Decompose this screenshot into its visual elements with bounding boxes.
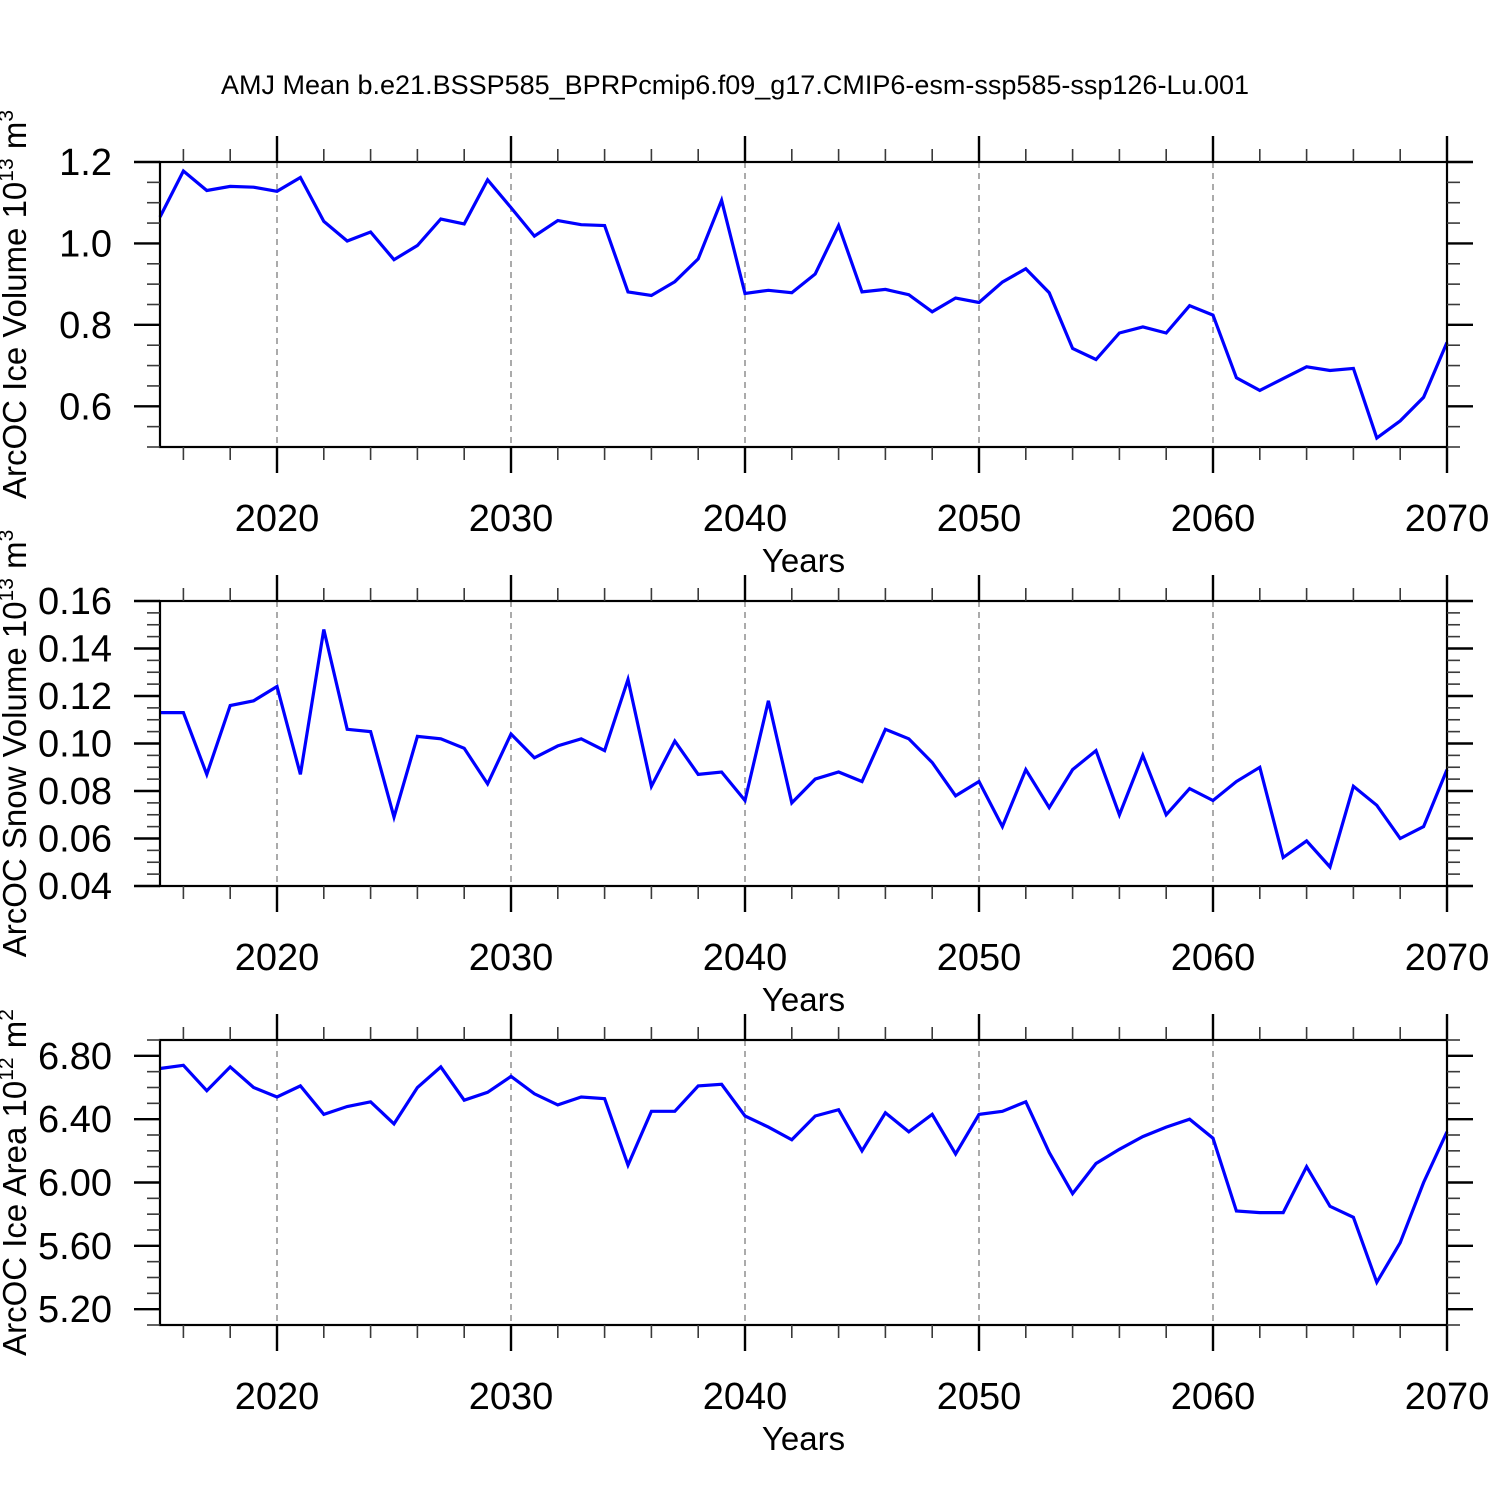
panel-border xyxy=(158,1038,1449,1327)
y-tick-label: 1.2 xyxy=(59,142,112,184)
y-tick-label: 6.00 xyxy=(38,1163,112,1205)
x-tick-label: 2020 xyxy=(235,498,320,540)
panel-border xyxy=(158,599,1449,888)
snow-volume-y-axis-title: ArcOC Snow Volume 1013 m3 xyxy=(0,530,33,958)
x-tick-label: 2040 xyxy=(703,1376,788,1418)
x-tick-label: 2060 xyxy=(1171,937,1256,979)
y-tick-label: 0.08 xyxy=(38,771,112,813)
x-tick-label: 2070 xyxy=(1405,498,1490,540)
x-tick-label: 2070 xyxy=(1405,1376,1490,1418)
y-tick-label: 0.12 xyxy=(38,676,112,718)
x-tick-label: 2050 xyxy=(937,1376,1022,1418)
figure-title: AMJ Mean b.e21.BSSP585_BPRPcmip6.f09_g17… xyxy=(220,70,1250,100)
x-axis-title: Years xyxy=(762,981,845,1018)
y-tick-label: 6.40 xyxy=(38,1099,112,1141)
y-tick-label: 6.80 xyxy=(38,1036,112,1078)
y-tick-label: 5.60 xyxy=(38,1226,112,1268)
snow-volume-panel: 2020 2030 2040 2050 2060 2070 0.04 0.06 0.08 0.10… xyxy=(0,530,1489,1018)
x-tick-label: 2030 xyxy=(469,937,554,979)
x-tick-label: 2060 xyxy=(1171,1376,1256,1418)
x-tick-label: 2050 xyxy=(937,498,1022,540)
x-tick-label: 2040 xyxy=(703,937,788,979)
y-tick-label: 0.06 xyxy=(38,819,112,861)
x-tick-label: 2040 xyxy=(703,498,788,540)
y-tick-label: 0.04 xyxy=(38,866,112,908)
y-tick-label: 0.8 xyxy=(59,305,112,347)
y-tick-label: 1.0 xyxy=(59,223,112,265)
y-tick-label: 0.10 xyxy=(38,724,112,766)
x-axis-title: Years xyxy=(762,1420,845,1457)
x-tick-label: 2030 xyxy=(469,1376,554,1418)
x-tick-label: 2020 xyxy=(235,937,320,979)
x-axis-title: Years xyxy=(762,542,845,579)
x-tick-label: 2050 xyxy=(937,937,1022,979)
snow-volume-series-line xyxy=(160,629,1449,871)
ice-volume-series-line xyxy=(158,168,1449,441)
x-tick-label: 2070 xyxy=(1405,937,1490,979)
x-tick-label: 2060 xyxy=(1171,498,1256,540)
ice-area-panel: 2020 2030 2040 2050 2060 2070 5.20 5.60 6.00 6.40… xyxy=(0,1009,1489,1457)
ice-area-y-axis-title: ArcOC Ice Area 1012 m2 xyxy=(0,1009,33,1356)
y-tick-label: 5.20 xyxy=(38,1289,112,1331)
y-tick-label: 0.14 xyxy=(38,629,112,671)
x-tick-label: 2030 xyxy=(469,498,554,540)
y-tick-label: 0.16 xyxy=(38,581,112,623)
ice-volume-panel: 2020 2030 2040 2050 2060 2070 0.6 0.8 1.0 1.2 Year… xyxy=(0,110,1489,579)
ice-area-series-line xyxy=(159,1063,1449,1287)
panel-border xyxy=(158,160,1449,449)
ice-volume-y-axis-title: ArcOC Ice Volume 1013 m3 xyxy=(0,110,33,499)
y-tick-label: 0.6 xyxy=(59,386,112,428)
x-tick-label: 2020 xyxy=(235,1376,320,1418)
